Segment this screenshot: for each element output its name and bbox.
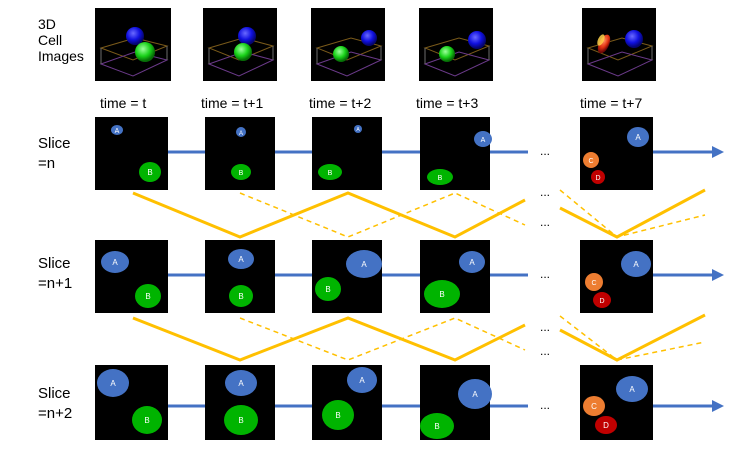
svg-text:...: ... bbox=[540, 144, 550, 158]
cell-a bbox=[346, 250, 382, 278]
cell-b bbox=[139, 162, 161, 182]
svg-text:A: A bbox=[472, 390, 478, 399]
cell-c bbox=[585, 273, 603, 291]
cell-a bbox=[225, 370, 257, 396]
row-label-slice-n1: Slice =n+1 bbox=[38, 255, 73, 292]
cell-letters: A B A B A B A B A C D A B A B A B A B A … bbox=[110, 127, 641, 431]
cell-b bbox=[231, 164, 251, 180]
svg-text:D: D bbox=[603, 421, 609, 430]
svg-text:D: D bbox=[595, 175, 600, 182]
svg-text:A: A bbox=[633, 260, 639, 269]
inter-slice-links-dashed bbox=[239, 189, 706, 361]
3d-cell-render-icon bbox=[95, 8, 656, 81]
cell-a bbox=[627, 127, 649, 147]
cell-a bbox=[236, 127, 246, 137]
panel-row-n2 bbox=[95, 365, 653, 440]
track-lines bbox=[168, 150, 712, 408]
svg-text:A: A bbox=[356, 127, 360, 133]
cell-a bbox=[459, 251, 485, 273]
cell-d bbox=[595, 416, 617, 434]
images-header-label: 3D Cell Images bbox=[38, 16, 84, 64]
cell-a bbox=[97, 369, 129, 397]
cell-b bbox=[322, 400, 354, 430]
svg-text:D: D bbox=[599, 298, 604, 305]
svg-text:A: A bbox=[238, 379, 244, 388]
svg-text:A: A bbox=[359, 376, 365, 385]
svg-text:...: ... bbox=[540, 398, 550, 412]
svg-text:C: C bbox=[591, 280, 596, 287]
cell-b bbox=[224, 405, 258, 435]
time-label-t7: time = t+7 bbox=[580, 95, 643, 111]
cell-a bbox=[101, 251, 129, 273]
time-label-t: time = t bbox=[100, 95, 147, 111]
svg-text:...: ... bbox=[540, 344, 550, 358]
cell-d bbox=[593, 292, 611, 308]
svg-text:C: C bbox=[591, 402, 597, 411]
cell-a bbox=[474, 131, 492, 147]
time-label-t3: time = t+3 bbox=[416, 95, 479, 111]
cell-a bbox=[354, 125, 362, 133]
svg-text:B: B bbox=[238, 292, 243, 301]
panel-row-n1 bbox=[95, 240, 653, 313]
svg-text:C: C bbox=[588, 158, 593, 165]
cell-a bbox=[347, 367, 377, 393]
svg-text:B: B bbox=[335, 411, 340, 420]
cell-b bbox=[427, 169, 453, 185]
svg-text:...: ... bbox=[540, 320, 550, 334]
svg-text:A: A bbox=[112, 258, 118, 267]
cell-d bbox=[591, 170, 605, 184]
svg-text:B: B bbox=[145, 292, 150, 301]
cell-b bbox=[135, 284, 161, 308]
cell-a bbox=[616, 376, 648, 402]
cell-b bbox=[132, 406, 162, 434]
svg-text:B: B bbox=[144, 416, 149, 425]
svg-text:...: ... bbox=[540, 267, 550, 281]
svg-text:B: B bbox=[239, 170, 244, 177]
svg-text:B: B bbox=[438, 175, 443, 182]
panel-n-t2 bbox=[312, 117, 382, 190]
panel-row-n bbox=[95, 117, 653, 190]
cell-c bbox=[583, 152, 599, 168]
svg-text:...: ... bbox=[540, 215, 550, 229]
cell-a bbox=[111, 125, 123, 135]
cell-b bbox=[315, 277, 341, 301]
svg-text:A: A bbox=[115, 128, 120, 135]
svg-text:A: A bbox=[238, 255, 244, 264]
row-label-slice-n2: Slice =n+2 bbox=[38, 385, 73, 422]
time-label-t2: time = t+2 bbox=[309, 95, 372, 111]
cell-b bbox=[318, 164, 342, 180]
svg-text:A: A bbox=[469, 258, 475, 267]
cell-a bbox=[621, 251, 651, 277]
svg-text:B: B bbox=[328, 170, 333, 177]
cell-a bbox=[228, 249, 254, 269]
row-label-slice-n: Slice =n bbox=[38, 135, 71, 172]
cell-c bbox=[583, 396, 605, 416]
svg-text:A: A bbox=[361, 260, 367, 269]
time-label-t1: time = t+1 bbox=[201, 95, 264, 111]
arrow-right-icon bbox=[712, 146, 724, 412]
svg-text:...: ... bbox=[540, 185, 550, 199]
svg-text:A: A bbox=[635, 133, 641, 142]
svg-text:B: B bbox=[325, 285, 330, 294]
svg-text:B: B bbox=[238, 416, 243, 425]
cell-b bbox=[424, 280, 460, 308]
cell-b bbox=[420, 413, 454, 439]
svg-text:A: A bbox=[629, 385, 635, 394]
svg-text:A: A bbox=[481, 137, 486, 144]
svg-text:B: B bbox=[147, 168, 152, 177]
ellipsis-markers: ... ... ... ... ... ... ... bbox=[540, 144, 550, 412]
svg-text:A: A bbox=[239, 131, 243, 137]
svg-text:A: A bbox=[110, 379, 116, 388]
svg-text:B: B bbox=[439, 290, 444, 299]
cell-b bbox=[229, 285, 253, 307]
svg-text:B: B bbox=[434, 422, 439, 431]
cell-a bbox=[458, 379, 492, 409]
